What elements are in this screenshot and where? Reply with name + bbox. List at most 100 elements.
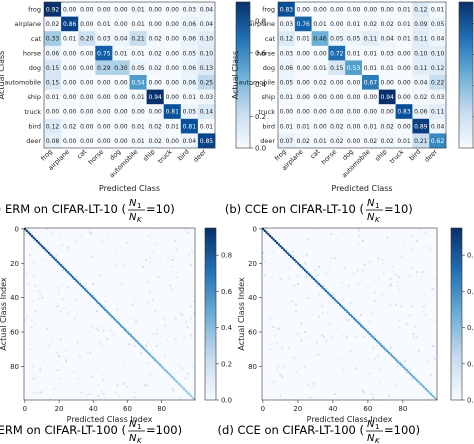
heatmap-cell <box>85 315 88 318</box>
heatmap-cell <box>146 104 164 120</box>
heatmap-cell <box>325 339 327 342</box>
heatmap-cell <box>146 2 164 17</box>
cell-value: 0.00 <box>97 80 111 87</box>
heatmap-cell <box>431 355 434 358</box>
heatmap-cell <box>186 372 189 375</box>
heatmap-cell <box>328 75 346 90</box>
heatmap-cell <box>59 377 62 380</box>
caption-denominator-sub: K <box>375 437 381 444</box>
cell-value: 0.01 <box>347 50 361 57</box>
x-tick-label: 0 <box>261 405 265 413</box>
cell-value: 0.15 <box>46 65 60 72</box>
heatmap-diagonal-cell <box>276 241 279 244</box>
heatmap-cell <box>145 258 148 261</box>
colorbar-tick-label: 0.2 <box>221 360 232 368</box>
heatmap-cell <box>102 393 105 396</box>
heatmap-diagonal-cell <box>407 370 410 373</box>
heatmap-cell <box>409 314 411 316</box>
heatmap-cell <box>374 334 376 337</box>
heatmap-cell <box>61 298 64 301</box>
caption-denominator: N <box>367 212 375 223</box>
heatmap-cell <box>328 2 346 17</box>
heatmap-cell <box>362 104 380 120</box>
cell-value: 0.03 <box>381 50 395 57</box>
cell-value: 0.00 <box>80 80 94 87</box>
heatmap-cell <box>361 389 364 392</box>
heatmap-diagonal-cell <box>304 269 307 272</box>
heatmap-cell <box>429 60 447 76</box>
cell-value: 0.00 <box>347 109 361 116</box>
cell-value: 0.00 <box>97 138 111 145</box>
cell-value: 0.02 <box>364 21 378 28</box>
colorbar-tick-label: 0.4 <box>255 81 267 89</box>
heatmap-cell <box>300 348 303 351</box>
heatmap-cell <box>395 60 413 76</box>
heatmap-cell <box>179 350 182 353</box>
heatmap-cell <box>304 262 306 265</box>
heatmap-diagonal-cell <box>186 391 189 394</box>
heatmap-cell <box>148 291 151 294</box>
heatmap-cell <box>162 317 165 320</box>
heatmap-cell <box>405 322 408 325</box>
cell-value: 0.00 <box>63 138 77 145</box>
heatmap-diagonal-cell <box>128 332 131 336</box>
cell-value: 0.00 <box>80 65 94 72</box>
heatmap-cell <box>410 234 413 237</box>
heatmap-cell <box>412 75 430 90</box>
x-tick-label: 40 <box>328 405 337 413</box>
heatmap-cell <box>112 118 130 134</box>
cell-value: 0.12 <box>46 123 60 130</box>
heatmap-cell <box>112 89 130 105</box>
y-axis-label: Actual Class <box>0 51 6 100</box>
y-tick-label: bird <box>262 122 275 130</box>
heatmap-cell <box>412 133 430 149</box>
heatmap-diagonal-cell <box>27 231 30 234</box>
cell-value: 0.94 <box>381 94 395 101</box>
cell-value: 0.01 <box>431 7 445 14</box>
cell-value: 0.07 <box>280 138 294 145</box>
heatmap-cell <box>148 260 151 263</box>
heatmap-diagonal-cell <box>382 346 385 349</box>
y-tick-label: ship <box>28 93 41 101</box>
x-axis-label: Predicted Class <box>331 184 392 193</box>
heatmap-cell <box>49 398 52 401</box>
heatmap-cell <box>321 312 324 315</box>
heatmap-cell <box>46 228 49 230</box>
heatmap-cell <box>298 326 301 328</box>
heatmap-cell <box>265 320 268 323</box>
heatmap-diagonal-cell <box>353 317 356 320</box>
heatmap-cell <box>32 300 35 303</box>
heatmap-cell <box>66 246 69 249</box>
heatmap-cell <box>358 228 361 230</box>
cell-value: 0.02 <box>313 80 327 87</box>
heatmap-cell <box>377 260 380 263</box>
heatmap-diagonal-cell <box>381 344 384 348</box>
heatmap-diagonal-cell <box>65 269 68 272</box>
heatmap-cell <box>131 355 134 358</box>
heatmap-cell <box>174 319 177 322</box>
cell-value: 0.01 <box>131 138 145 145</box>
heatmap-cell <box>78 89 96 105</box>
heatmap-diagonal-cell <box>400 363 403 366</box>
heatmap-diagonal-cell <box>419 382 422 385</box>
x-tick-label: cat <box>309 147 322 160</box>
heatmap-cell <box>272 381 275 383</box>
heatmap-cell <box>389 283 392 285</box>
heatmap-cell <box>44 89 62 105</box>
heatmap-cell <box>311 2 329 17</box>
cell-value: 0.01 <box>397 7 411 14</box>
heatmap-cell <box>71 255 74 258</box>
heatmap-cell <box>377 355 380 358</box>
heatmap-cell <box>410 245 413 248</box>
heatmap-cell <box>61 31 79 47</box>
heatmap-cell <box>295 303 298 306</box>
cell-value: 0.00 <box>347 138 361 145</box>
colorbar-0: 0.0 0.2 0.4 0.6 0.8 <box>235 1 267 153</box>
heatmap-cell <box>39 391 42 394</box>
heatmap-cell <box>277 327 280 330</box>
cell-value: 0.22 <box>431 80 445 87</box>
heatmap-cell <box>307 384 310 387</box>
heatmap-cell <box>333 393 336 396</box>
heatmap-diagonal-cell <box>147 351 150 354</box>
heatmap-cell <box>403 245 406 248</box>
